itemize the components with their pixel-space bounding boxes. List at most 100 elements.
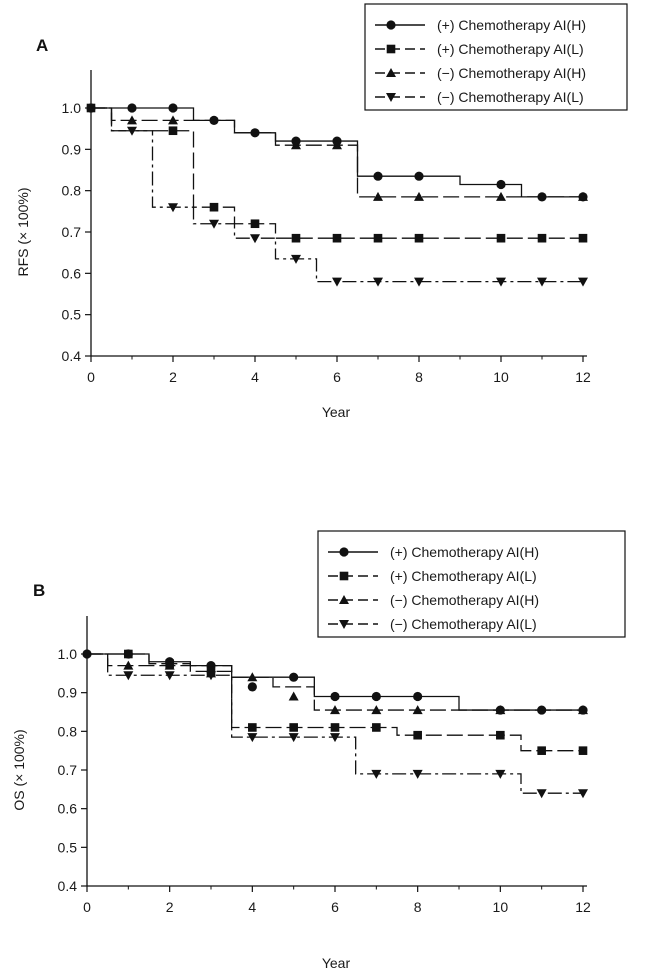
panel-a-x-axis-title: Year	[322, 404, 351, 420]
data-point	[414, 233, 424, 243]
series-4	[91, 107, 588, 287]
x-tick-label: 4	[251, 369, 259, 385]
data-point	[248, 723, 257, 732]
data-point	[164, 671, 175, 681]
panel-b-x-axis-title: Year	[322, 955, 351, 971]
legend-entry: (+) Chemotherapy AI(L)	[437, 41, 584, 57]
data-point	[168, 115, 178, 125]
data-point	[372, 723, 381, 732]
data-point	[206, 671, 216, 681]
y-tick-label: 0.9	[62, 141, 82, 157]
data-point	[168, 126, 178, 136]
data-point	[332, 277, 342, 287]
data-point	[373, 233, 383, 243]
data-point	[247, 672, 258, 682]
data-point	[250, 128, 260, 138]
data-point	[496, 179, 506, 190]
data-point	[124, 649, 133, 659]
data-point	[288, 733, 299, 743]
data-point	[412, 705, 423, 715]
panel-a-axes	[90, 70, 587, 357]
data-point	[371, 769, 382, 779]
data-point	[330, 691, 340, 702]
data-point	[123, 671, 134, 681]
x-tick-label: 8	[414, 899, 422, 915]
data-point	[330, 733, 340, 743]
y-tick-label: 0.8	[58, 723, 78, 739]
legend-marker	[386, 20, 396, 30]
legend-marker	[386, 68, 396, 77]
legend-box	[317, 530, 626, 638]
panel-a-letter: A	[36, 36, 48, 55]
series-3	[87, 653, 588, 715]
y-tick-label: 0.6	[58, 801, 78, 817]
x-tick-label: 2	[166, 899, 174, 915]
data-point	[288, 691, 299, 701]
panel-a-y-axis-title: RFS (× 100%)	[15, 187, 31, 276]
data-point	[373, 191, 383, 201]
data-point	[414, 171, 424, 181]
series-line	[91, 107, 583, 283]
series-line	[87, 653, 583, 794]
data-point	[291, 140, 301, 150]
series-line	[87, 653, 583, 711]
data-point	[495, 769, 506, 779]
legend-marker	[339, 620, 349, 629]
legend-entry: (−) Chemotherapy AI(L)	[437, 89, 584, 105]
x-tick-label: 2	[169, 369, 177, 385]
y-tick-label: 0.5	[62, 307, 82, 323]
data-point	[332, 233, 342, 243]
data-point	[578, 746, 588, 755]
y-tick-label: 0.5	[58, 839, 78, 855]
x-tick-label: 8	[415, 369, 423, 385]
data-point	[209, 202, 219, 212]
panel-b-legend: (+) Chemotherapy AI(H) (+) Chemotherapy A…	[317, 530, 626, 638]
data-point	[413, 730, 422, 740]
series-2	[87, 649, 588, 755]
data-point	[209, 219, 219, 229]
y-tick-label: 0.7	[58, 762, 78, 778]
data-point	[496, 730, 505, 740]
data-point	[413, 691, 423, 702]
data-point	[168, 103, 178, 113]
data-point	[578, 191, 588, 201]
data-point	[247, 682, 257, 692]
legend-entry: (+) Chemotherapy AI(H)	[437, 17, 586, 33]
data-point	[332, 140, 342, 150]
legend-marker	[386, 93, 396, 102]
x-tick-label: 0	[83, 899, 91, 915]
legend-entry: (−) Chemotherapy AI(H)	[437, 65, 586, 81]
y-tick-label: 0.4	[62, 348, 82, 364]
panel-b-axes	[86, 616, 587, 887]
data-point	[412, 769, 423, 779]
data-point	[578, 233, 588, 243]
y-tick-label: 0.6	[62, 265, 82, 281]
y-tick-label: 1.0	[62, 100, 82, 116]
legend-marker	[339, 571, 349, 581]
data-point	[123, 660, 134, 670]
series-3	[91, 107, 588, 201]
data-point	[414, 277, 424, 287]
data-point	[371, 705, 382, 715]
y-tick-label: 0.8	[62, 183, 82, 199]
data-point	[247, 733, 258, 743]
x-tick-label: 12	[575, 369, 591, 385]
data-point	[414, 191, 424, 201]
legend-entry: (−) Chemotherapy AI(H)	[390, 592, 539, 608]
data-point	[537, 277, 547, 287]
panel-b-letter: B	[33, 581, 45, 600]
data-point	[289, 723, 298, 732]
data-point	[330, 723, 340, 732]
data-point	[291, 233, 301, 243]
series-line	[91, 107, 583, 198]
y-tick-label: 0.4	[58, 878, 78, 894]
series-1	[82, 649, 588, 715]
y-tick-label: 0.9	[58, 685, 78, 701]
data-point	[330, 705, 340, 715]
panel-a-legend: (+) Chemotherapy AI(H) (+) Chemotherapy A…	[364, 3, 628, 111]
panel-b: B 0 2 4 6 8 10 12 0.4 0.5 0.6 0.7 0.8 0.9 1.0 Year OS (×…	[11, 530, 626, 971]
legend-entry: (+) Chemotherapy AI(H)	[390, 544, 539, 560]
data-point	[496, 233, 506, 243]
series-1	[86, 103, 588, 202]
